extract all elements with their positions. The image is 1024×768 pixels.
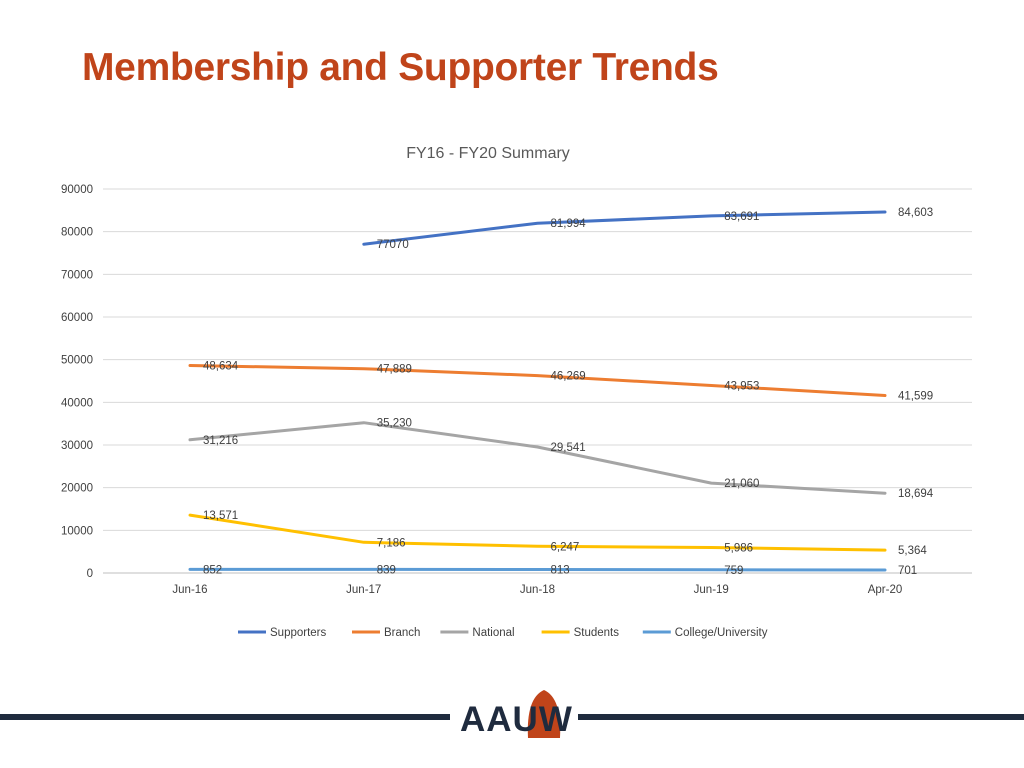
data-label: 21,060 [724, 478, 759, 490]
chart-title: FY16 - FY20 Summary [406, 145, 570, 162]
y-tick-label: 40000 [61, 397, 93, 409]
data-label: 18,694 [898, 488, 934, 500]
data-label: 47,889 [377, 364, 412, 376]
logo-mark [527, 690, 561, 738]
series-line [188, 513, 887, 552]
data-label: 701 [898, 565, 917, 577]
x-tick-label: Apr-20 [868, 584, 903, 596]
y-tick-label: 30000 [61, 440, 93, 452]
data-label: 13,571 [203, 510, 238, 522]
y-tick-label: 10000 [61, 525, 93, 537]
data-label: 46,269 [551, 371, 586, 383]
data-label: 43,953 [724, 380, 759, 392]
data-label: 839 [377, 564, 396, 576]
data-label: 77070 [377, 239, 409, 251]
legend-label: Branch [384, 627, 420, 639]
y-tick-label: 0 [87, 568, 93, 580]
series-line [188, 567, 887, 572]
series-line [188, 421, 887, 495]
y-tick-label: 70000 [61, 269, 93, 281]
footer-bar-right [578, 714, 1024, 720]
data-label: 852 [203, 564, 222, 576]
data-label: 29,541 [551, 442, 586, 454]
slide-title: Membership and Supporter Trends [82, 46, 719, 89]
y-tick-label: 50000 [61, 355, 93, 367]
y-tick-label: 90000 [61, 184, 93, 196]
data-label: 5,364 [898, 545, 927, 557]
legend-label: College/University [675, 627, 768, 639]
y-tick-label: 60000 [61, 312, 93, 324]
data-label: 84,603 [898, 207, 933, 219]
data-label: 5,986 [724, 542, 753, 554]
data-label: 7,186 [377, 537, 406, 549]
series-line [362, 210, 887, 246]
x-tick-label: Jun-16 [172, 584, 207, 596]
data-label: 813 [551, 565, 570, 577]
logo-text: AAUW [460, 700, 573, 739]
y-tick-label: 80000 [61, 227, 93, 239]
aauw-logo: AAUW [456, 682, 574, 742]
data-label: 83,691 [724, 211, 759, 223]
legend-label: Supporters [270, 627, 327, 639]
x-tick-label: Jun-17 [346, 584, 381, 596]
x-tick-label: Jun-18 [520, 584, 555, 596]
legend-label: National [472, 627, 514, 639]
legend-label: Students [574, 627, 620, 639]
data-label: 31,216 [203, 435, 238, 447]
line-chart: FY16 - FY20 Summary 0 10000 20000 30000 40000… [61, 145, 972, 639]
data-label: 759 [724, 565, 743, 577]
data-label: 48,634 [203, 360, 239, 372]
data-label: 41,599 [898, 391, 933, 403]
footer-bar-left [0, 714, 450, 720]
data-label: 6,247 [551, 541, 580, 553]
data-label: 35,230 [377, 418, 412, 430]
series-line [188, 364, 887, 397]
data-label: 81,994 [551, 218, 587, 230]
x-tick-label: Jun-19 [694, 584, 729, 596]
y-tick-label: 20000 [61, 483, 93, 495]
